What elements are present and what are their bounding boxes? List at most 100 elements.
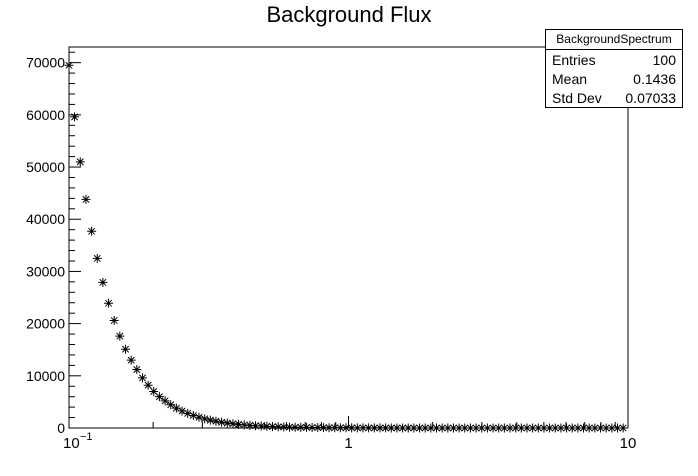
- data-point: [545, 423, 555, 433]
- data-point: [539, 423, 549, 433]
- y-tick-label: 0: [57, 420, 65, 436]
- data-point: [443, 423, 453, 433]
- data-point: [211, 416, 221, 426]
- data-point: [477, 423, 487, 433]
- data-point: [279, 422, 289, 432]
- stats-box: BackgroundSpectrum Entries 100 Mean 0.14…: [545, 29, 683, 108]
- data-point: [183, 408, 193, 418]
- data-point: [177, 406, 187, 416]
- data-point: [511, 423, 521, 433]
- data-point: [239, 420, 249, 430]
- data-point: [307, 423, 317, 433]
- data-point: [205, 415, 215, 425]
- stats-value-mean: 0.1436: [633, 71, 676, 87]
- data-point: [522, 423, 532, 433]
- data-point: [437, 423, 447, 433]
- data-point: [454, 423, 464, 433]
- chart-title: Background Flux: [266, 2, 431, 27]
- data-point: [341, 423, 351, 433]
- data-point: [460, 423, 470, 433]
- data-point: [268, 422, 278, 432]
- data-point: [409, 423, 419, 433]
- data-point: [284, 422, 294, 432]
- data-point: [81, 194, 91, 204]
- data-point: [465, 423, 475, 433]
- stats-label-stddev: Std Dev: [552, 90, 602, 106]
- data-point: [533, 423, 543, 433]
- data-point: [228, 419, 238, 429]
- stats-value-entries: 100: [652, 52, 676, 68]
- data-point: [335, 423, 345, 433]
- data-point: [618, 423, 628, 433]
- data-point: [369, 423, 379, 433]
- data-point: [70, 112, 80, 122]
- data-point: [562, 423, 572, 433]
- y-tick-label: 50000: [26, 159, 65, 175]
- data-point: [245, 420, 255, 430]
- y-tick-label: 70000: [26, 55, 65, 71]
- y-tick-label: 60000: [26, 107, 65, 123]
- data-point: [109, 315, 119, 325]
- data-point: [75, 157, 85, 167]
- data-point: [166, 400, 176, 410]
- data-point: [375, 423, 385, 433]
- y-tick-label: 20000: [26, 316, 65, 332]
- data-point: [499, 423, 509, 433]
- data-point: [171, 403, 181, 413]
- stats-label-entries: Entries: [552, 52, 596, 68]
- data-point: [556, 423, 566, 433]
- data-point: [324, 423, 334, 433]
- x-tick-label: 1: [344, 435, 352, 452]
- data-point: [126, 355, 136, 365]
- data-point: [313, 423, 323, 433]
- data-point: [188, 410, 198, 420]
- data-point: [273, 422, 283, 432]
- data-point: [415, 423, 425, 433]
- data-point: [160, 396, 170, 406]
- data-point: [217, 417, 227, 427]
- data-point: [154, 392, 164, 402]
- data-point: [550, 423, 560, 433]
- data-point: [143, 380, 153, 390]
- x-tick-label: 10: [620, 435, 637, 452]
- y-tick-label: 10000: [26, 368, 65, 384]
- stats-row-stddev: Std Dev 0.07033: [552, 89, 676, 108]
- data-point: [494, 423, 504, 433]
- data-point: [381, 423, 391, 433]
- data-point: [482, 423, 492, 433]
- data-point: [573, 423, 583, 433]
- data-point: [392, 423, 402, 433]
- x-tick-label-exponent: −1: [80, 431, 93, 443]
- y-axis: 0 10000 20000 30000 40000 50000 60000 70000: [26, 51, 81, 436]
- data-point: [612, 423, 622, 433]
- data-point: [256, 421, 266, 431]
- data-point: [420, 423, 430, 433]
- data-point: [596, 423, 606, 433]
- data-point: [121, 344, 131, 354]
- data-point: [528, 423, 538, 433]
- data-point: [234, 419, 244, 429]
- x-axis: 10 −1 1 10: [63, 416, 636, 452]
- data-point: [115, 331, 125, 341]
- data-point: [403, 423, 413, 433]
- data-point: [301, 422, 311, 432]
- data-point: [132, 365, 142, 375]
- data-point: [149, 386, 159, 396]
- data-point: [601, 423, 611, 433]
- data-point: [607, 423, 617, 433]
- y-tick-label: 40000: [26, 211, 65, 227]
- data-point: [386, 423, 396, 433]
- data-point: [330, 423, 340, 433]
- data-point: [432, 423, 442, 433]
- data-point: [398, 423, 408, 433]
- data-point: [318, 423, 328, 433]
- stats-row-mean: Mean 0.1436: [552, 70, 676, 89]
- data-point: [104, 298, 114, 308]
- data-point: [137, 373, 147, 383]
- data-point: [98, 277, 108, 287]
- data-point: [488, 423, 498, 433]
- data-point: [358, 423, 368, 433]
- data-point: [584, 423, 594, 433]
- data-point: [87, 226, 97, 236]
